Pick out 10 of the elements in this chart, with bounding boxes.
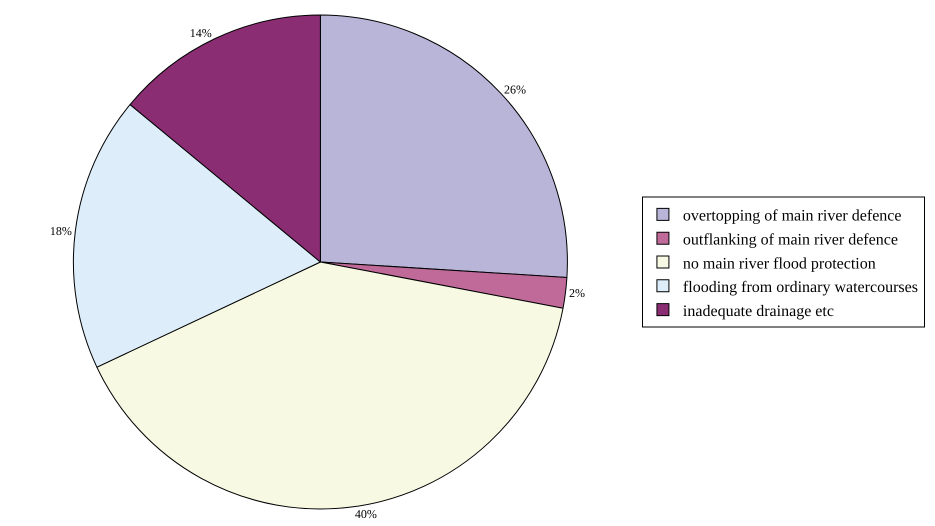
legend-label: overtopping of main river defence	[682, 208, 902, 225]
data-label: 2%	[568, 286, 585, 300]
legend-label: outflanking of main river defence	[682, 231, 898, 248]
data-label: 14%	[190, 26, 212, 40]
data-label: 18%	[50, 224, 72, 238]
legend-label: no main river flood protection	[682, 255, 876, 272]
data-label: 26%	[504, 82, 526, 97]
data-label: 40%	[354, 506, 377, 521]
legend-label: inadequate drainage etc	[682, 302, 834, 320]
legend-label: flooding from ordinary watercourses	[682, 279, 918, 296]
